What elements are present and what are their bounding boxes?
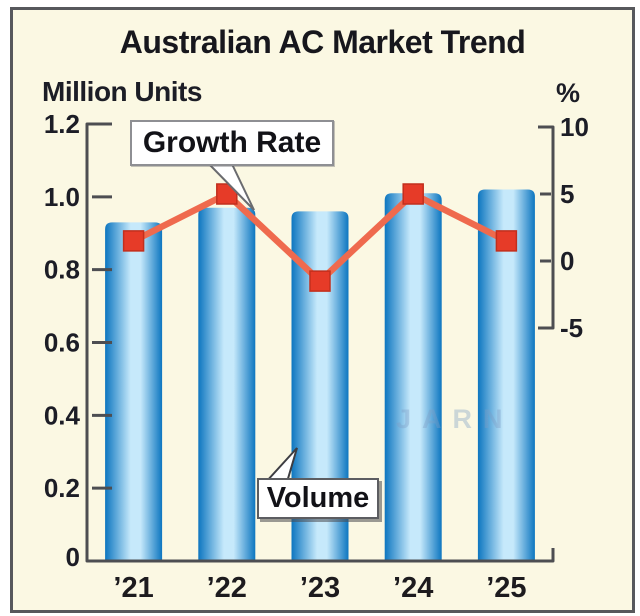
volume-bar (198, 207, 256, 561)
category-label: ’21 (113, 572, 153, 604)
right-axis-tick-label: 5 (560, 179, 574, 209)
left-axis-tick-label: 0 (66, 542, 80, 572)
right-axis-tick-label: 10 (560, 112, 589, 142)
left-axis-tick-label: 1.2 (44, 109, 80, 139)
left-axis-tick-label: 0.6 (44, 328, 80, 358)
category-label: ’25 (486, 572, 526, 604)
watermark: JARN (396, 404, 514, 434)
volume-bar (105, 222, 163, 561)
right-axis (538, 125, 555, 330)
growth-rate-marker (216, 183, 238, 205)
volume-callout-label: Volume (266, 482, 370, 514)
volume-bar (477, 189, 535, 562)
left-axis-unit-label: Million Units (42, 76, 202, 107)
right-axis-unit-label: % (556, 78, 581, 108)
category-label: ’22 (207, 572, 247, 604)
volume-bar (384, 193, 442, 562)
left-axis-tick-label: 1.0 (44, 182, 80, 212)
growth-rate-marker (309, 270, 331, 292)
growth-rate-marker (122, 230, 145, 252)
growth-rate-marker (495, 230, 518, 252)
left-axis (85, 122, 555, 563)
category-label: ’23 (300, 572, 340, 604)
left-axis-tick-label: 0.2 (44, 473, 80, 503)
growth-rate-callout-label: Growth Rate (142, 126, 322, 159)
left-axis-tick-label: 0.8 (44, 255, 80, 285)
growth-rate-marker (402, 183, 424, 205)
volume-callout: Volume (257, 478, 379, 519)
right-axis-tick-label: 0 (560, 246, 574, 276)
growth-rate-callout: Growth Rate (130, 120, 334, 166)
volume-bar (291, 211, 349, 561)
right-axis-tick-label: -5 (560, 313, 583, 343)
category-label: ’24 (393, 572, 433, 604)
left-axis-tick-label: 0.4 (44, 400, 81, 430)
chart-title: Australian AC Market Trend (119, 24, 526, 60)
